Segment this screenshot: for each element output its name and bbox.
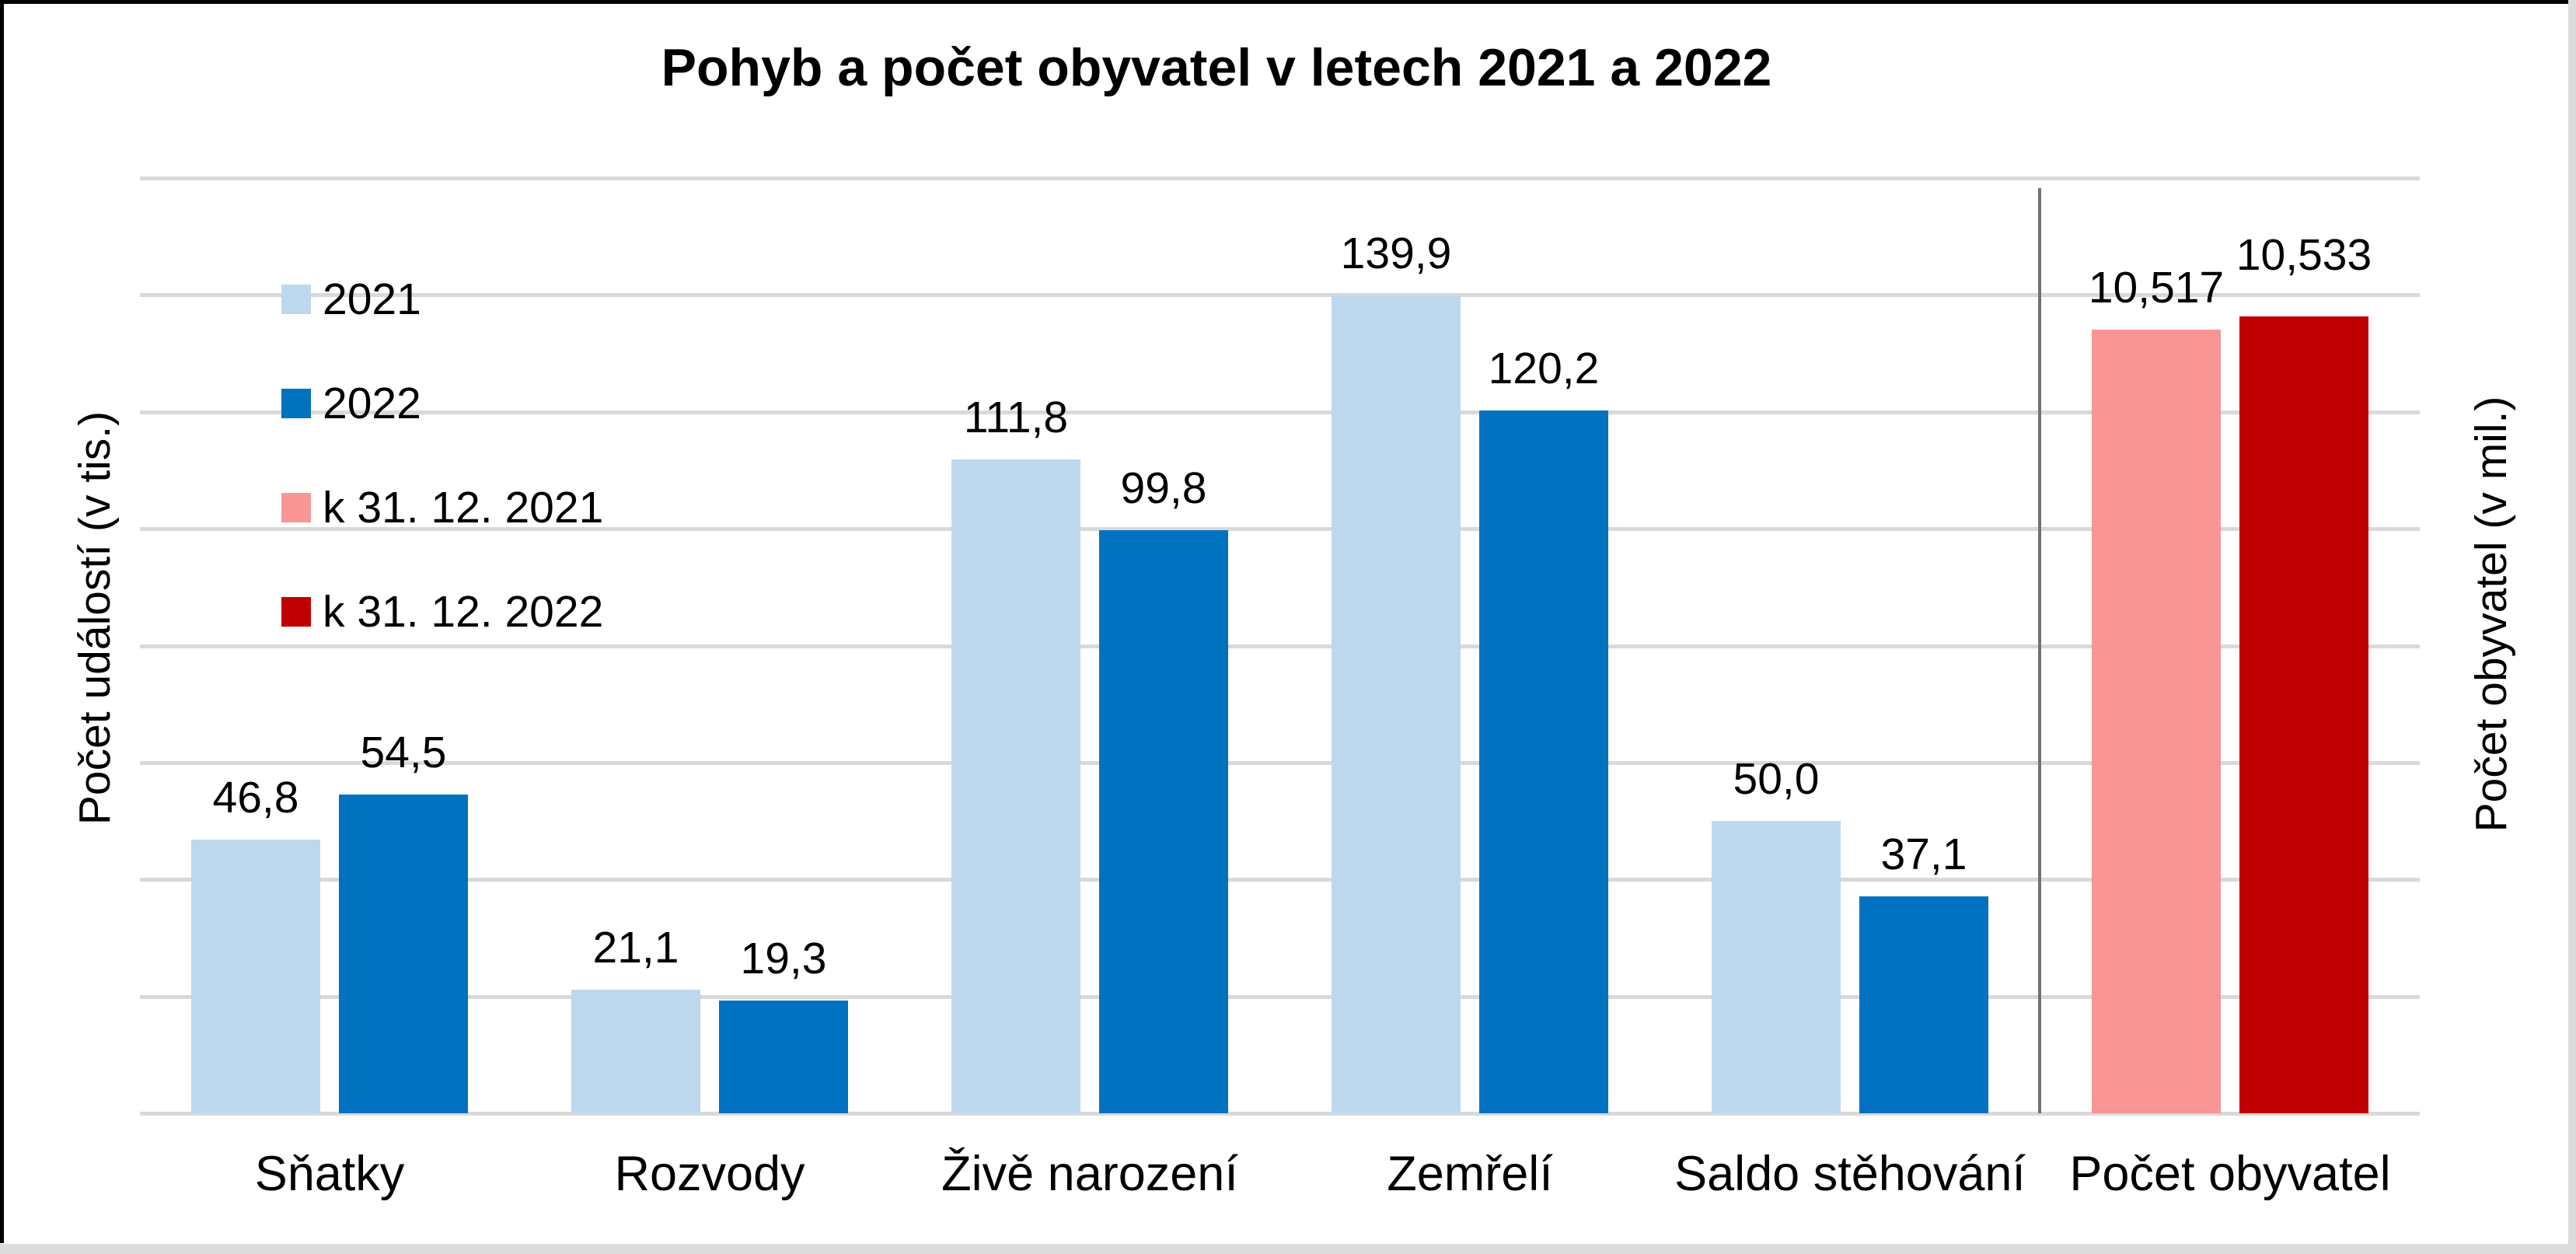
- bar-value-label: 139,9: [1340, 229, 1452, 278]
- bar-k-31-12-2022-5: [2239, 316, 2368, 1113]
- right-axis-title: Počet obyvatel (v mil.): [2466, 396, 2516, 833]
- gridline: [140, 410, 2420, 414]
- frame-border-bottom: [0, 1244, 2576, 1254]
- category-label-2: Živě narození: [941, 1147, 1238, 1201]
- legend-item-2: k 31. 12. 2021: [281, 484, 748, 531]
- legend-item-3: k 31. 12. 2022: [281, 589, 748, 635]
- bar-2021-4: [1712, 821, 1841, 1113]
- bar-2021-3: [1332, 295, 1461, 1113]
- gridline: [140, 760, 2420, 765]
- chart-title: Pohyb a počet obyvatel v letech 2021 a 2…: [661, 38, 1772, 97]
- legend: 2021 2022 k 31. 12. 2021 k 31. 12. 2022: [281, 0, 748, 700]
- gridline: [140, 176, 2420, 180]
- bar-value-label: 19,3: [740, 934, 827, 983]
- bar-2021-1: [571, 990, 700, 1113]
- bar-value-label: 10,533: [2236, 230, 2372, 280]
- gridline: [140, 293, 2420, 298]
- bar-2022-0: [339, 795, 468, 1113]
- bar-2022-3: [1479, 410, 1608, 1113]
- frame-border-top: [0, 0, 2571, 4]
- gridline: [140, 994, 2420, 999]
- legend-label: k 31. 12. 2021: [323, 483, 604, 533]
- bar-2021-2: [951, 459, 1080, 1113]
- axis-separator-line: [2038, 188, 2041, 1113]
- frame-border-right: [2568, 0, 2576, 1254]
- gridline: [140, 527, 2420, 532]
- category-label-1: Rozvody: [614, 1147, 805, 1201]
- legend-swatch-icon: [281, 285, 311, 314]
- frame-border-left: [0, 0, 4, 1243]
- bar-2022-4: [1859, 896, 1988, 1113]
- legend-item-0: 2021: [281, 276, 748, 323]
- gridline: [140, 878, 2420, 882]
- bar-value-label: 54,5: [360, 728, 447, 777]
- x-axis-line: [140, 1112, 2420, 1116]
- bar-value-label: 37,1: [1880, 830, 1967, 879]
- plot-area: 46,8 54,5 21,1 19,3 111,8 99,8 139,9 120,2 50,0 3…: [140, 176, 2420, 1116]
- bar-value-label: 120,2: [1488, 344, 1600, 393]
- legend-swatch-icon: [281, 493, 311, 522]
- left-axis-title: Počet událostí (v tis.): [70, 410, 120, 826]
- bar-2021-0: [191, 840, 320, 1113]
- bar-value-label: 99,8: [1120, 463, 1207, 513]
- bar-2022-2: [1099, 530, 1228, 1113]
- bar-value-label: 46,8: [212, 773, 299, 823]
- bar-value-label: 21,1: [592, 923, 679, 973]
- bar-2022-1: [719, 1001, 848, 1113]
- legend-swatch-icon: [281, 389, 311, 418]
- bar-value-label: 10,517: [2088, 263, 2225, 313]
- gridline: [140, 644, 2420, 648]
- legend-label: k 31. 12. 2022: [323, 587, 604, 637]
- category-label-4: Saldo stěhování: [1674, 1147, 2026, 1201]
- category-label-3: Zemřelí: [1387, 1147, 1553, 1201]
- category-label-5: Počet obyvatel: [2069, 1147, 2391, 1201]
- legend-swatch-icon: [281, 597, 311, 627]
- bar-value-label: 111,8: [963, 393, 1069, 442]
- legend-item-1: 2022: [281, 380, 748, 427]
- bar-k-31-12-2021-5: [2092, 330, 2221, 1113]
- legend-label: 2022: [323, 379, 421, 428]
- bar-value-label: 50,0: [1733, 754, 1820, 804]
- legend-label: 2021: [323, 274, 421, 324]
- category-label-0: Sňatky: [254, 1147, 405, 1201]
